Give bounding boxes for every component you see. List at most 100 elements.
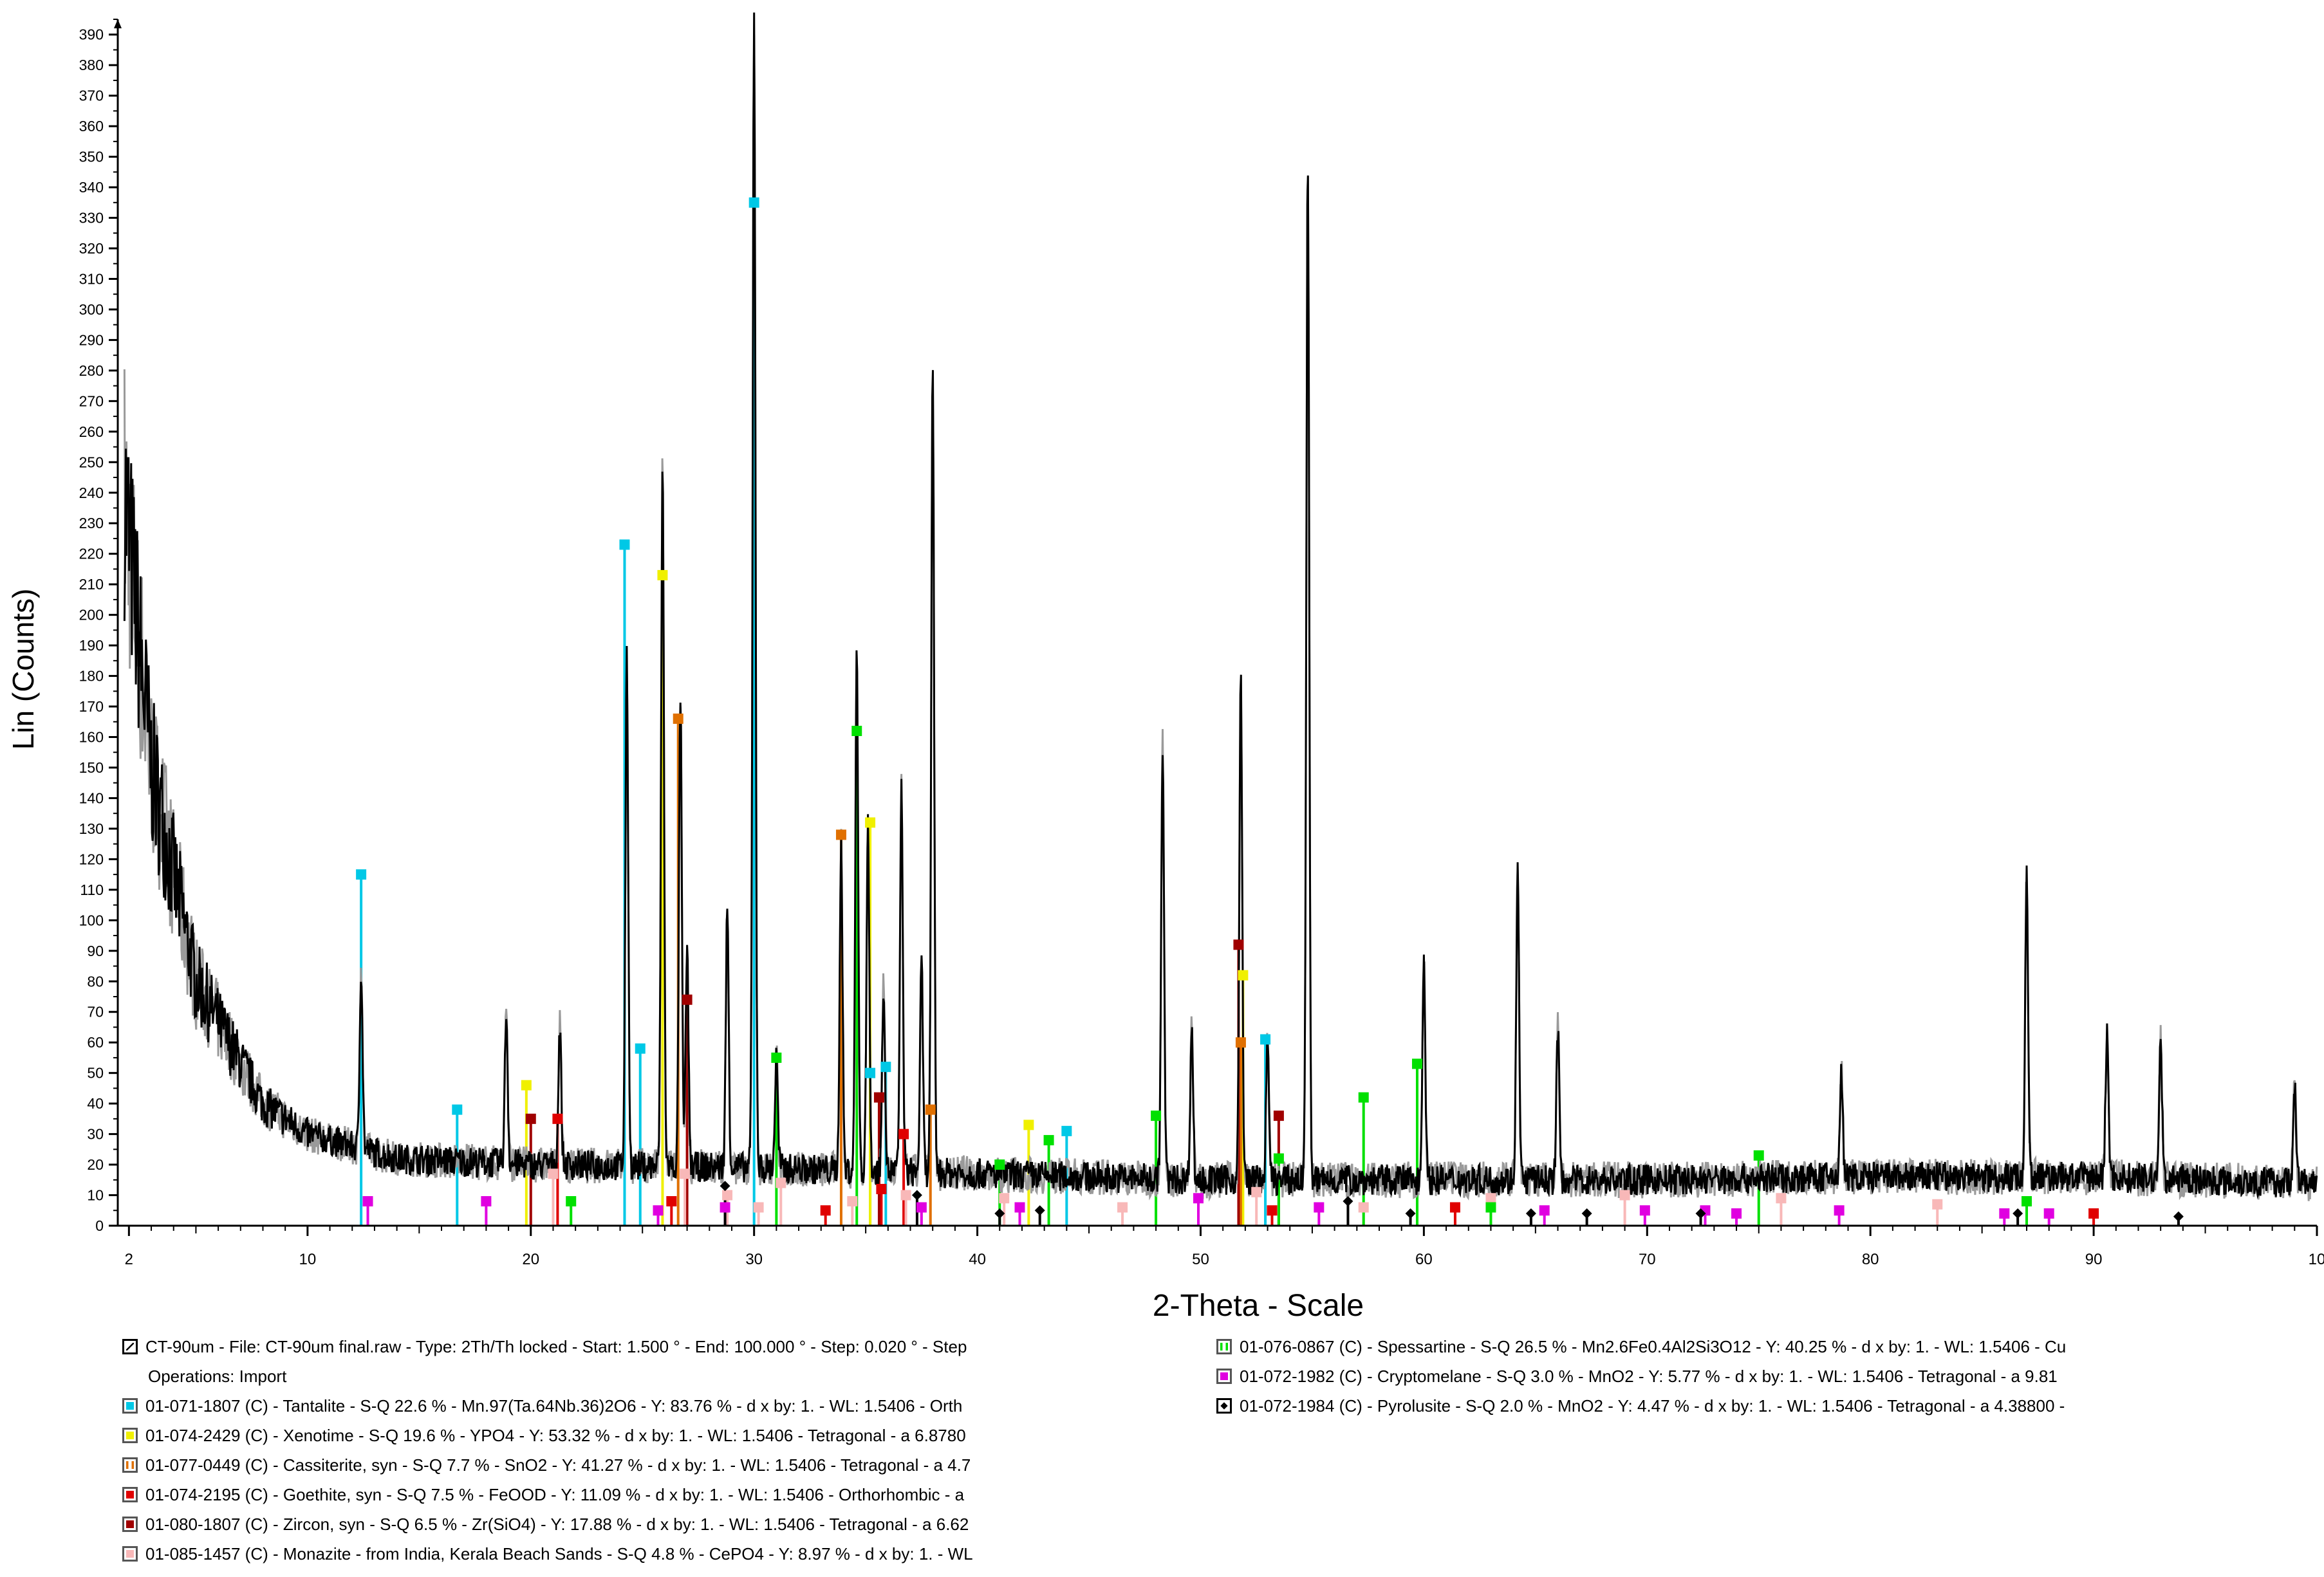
y-axis-label: Lin (Counts) [6, 589, 40, 750]
marker-pyrolusite [1343, 1196, 1353, 1207]
x-tick-label: 60 [1415, 1251, 1433, 1268]
legend-entry: 01-074-2429 (C) - Xenotime - S-Q 19.6 % … [122, 1421, 1216, 1450]
x-tick-label: 20 [522, 1251, 539, 1268]
y-tick-label: 20 [87, 1156, 104, 1173]
marker-tantalite [619, 539, 630, 550]
x-tick-label: 80 [1862, 1251, 1879, 1268]
legend-swatch [122, 1428, 138, 1443]
y-tick-label: 270 [79, 392, 104, 409]
legend-text: 01-085-1457 (C) - Monazite - from India,… [145, 1544, 973, 1563]
marker-cryptomelane [916, 1202, 927, 1213]
marker-pyrolusite [1525, 1208, 1536, 1219]
legend-text: 01-080-1807 (C) - Zircon, syn - S-Q 6.5 … [145, 1515, 969, 1534]
marker-goethite [666, 1196, 677, 1207]
y-tick-label: 240 [79, 484, 104, 501]
y-tick-label: 130 [79, 820, 104, 837]
marker-pyrolusite [2013, 1208, 2023, 1219]
marker-spessartine [851, 726, 862, 737]
diffraction-trace-layer [123, 12, 2318, 1202]
marker-goethite [1449, 1202, 1460, 1213]
legend-text: 01-072-1984 (C) - Pyrolusite - S-Q 2.0 %… [1240, 1396, 2065, 1416]
legend-entry: 01-072-1982 (C) - Cryptomelane - S-Q 3.0… [1216, 1361, 2310, 1391]
marker-pyrolusite [720, 1181, 730, 1192]
marker-xenotime [865, 817, 876, 828]
y-tick-label: 40 [87, 1095, 104, 1112]
marker-goethite [1267, 1205, 1278, 1216]
marker-tantalite [865, 1067, 876, 1078]
legend-text: 01-071-1807 (C) - Tantalite - S-Q 22.6 %… [145, 1396, 963, 1416]
marker-monazite [1776, 1193, 1787, 1204]
marker-zircon [682, 994, 693, 1005]
marker-spessartine [1753, 1150, 1764, 1161]
reference-markers-layer [356, 197, 2184, 1222]
marker-monazite [1358, 1202, 1369, 1213]
marker-spessartine [1151, 1111, 1162, 1121]
marker-cryptomelane [1539, 1205, 1550, 1216]
marker-spessartine [1043, 1135, 1054, 1146]
y-tick-label: 70 [87, 1004, 104, 1020]
y-tick-label: 150 [79, 759, 104, 776]
marker-tantalite [1260, 1034, 1271, 1045]
x-tick-label: 10 [2309, 1251, 2324, 1268]
marker-goethite [2088, 1208, 2099, 1219]
legend-subtext: Operations: Import [148, 1367, 287, 1386]
y-tick-label: 80 [87, 973, 104, 990]
legend-text: 01-074-2429 (C) - Xenotime - S-Q 19.6 % … [145, 1426, 966, 1445]
marker-spessartine [771, 1052, 782, 1063]
legend-swatch [1216, 1339, 1232, 1354]
y-tick-label: 30 [87, 1126, 104, 1143]
y-tick-label: 340 [79, 179, 104, 196]
legend-entry: 01-080-1807 (C) - Zircon, syn - S-Q 6.5 … [122, 1509, 1216, 1539]
marker-cryptomelane [2043, 1208, 2054, 1219]
y-tick-label: 290 [79, 331, 104, 348]
legend-entry: 01-077-0449 (C) - Cassiterite, syn - S-Q… [122, 1450, 1216, 1480]
legend-swatch [122, 1487, 138, 1502]
y-tick-label: 250 [79, 454, 104, 470]
marker-zircon [1273, 1111, 1284, 1121]
y-tick-label: 230 [79, 515, 104, 531]
xrd-chart: 0 10 20 30 40 50 60 70 80 90 100 110 120 130 140 150 160… [6, 12, 2324, 1323]
marker-cryptomelane [720, 1202, 730, 1213]
marker-monazite [776, 1177, 786, 1188]
marker-monazite [1117, 1202, 1128, 1213]
y-tick-label: 120 [79, 851, 104, 867]
marker-pyrolusite [1695, 1208, 1706, 1219]
marker-pyrolusite [2173, 1211, 2184, 1222]
marker-spessartine [1411, 1058, 1422, 1069]
marker-goethite [898, 1129, 909, 1139]
marker-spessartine [1273, 1153, 1284, 1164]
y-tick-label: 260 [79, 423, 104, 440]
reference-sticks-layer [360, 202, 2180, 1226]
marker-cryptomelane [1999, 1208, 2010, 1219]
y-tick-label: 200 [79, 607, 104, 623]
marker-cassiterite [673, 714, 683, 724]
marker-tantalite [356, 869, 367, 880]
x-tick-label: 2 [125, 1251, 133, 1268]
y-tick-label: 280 [79, 362, 104, 379]
x-tick-label: 10 [299, 1251, 317, 1268]
marker-zircon [525, 1113, 536, 1124]
x-tick-label: 70 [1639, 1251, 1656, 1268]
marker-monazite [999, 1193, 1010, 1204]
y-tick-label: 190 [79, 637, 104, 654]
marker-monazite [722, 1190, 733, 1201]
y-tick-label: 170 [79, 698, 104, 715]
marker-cryptomelane [1834, 1205, 1845, 1216]
marker-pyrolusite [1034, 1205, 1045, 1216]
axes-layer: 0 10 20 30 40 50 60 70 80 90 100 110 120 130 140 150 160… [79, 19, 2324, 1268]
legend-text: 01-076-0867 (C) - Spessartine - S-Q 26.5… [1240, 1337, 2067, 1356]
marker-monazite [1619, 1190, 1630, 1201]
y-tick-label: 210 [79, 576, 104, 593]
y-tick-label: 10 [87, 1187, 104, 1204]
y-tick-label: 110 [80, 881, 104, 898]
marker-cryptomelane [653, 1205, 664, 1216]
legend-swatch [122, 1339, 138, 1354]
legend-entry: 01-071-1807 (C) - Tantalite - S-Q 22.6 %… [122, 1391, 1216, 1421]
y-tick-label: 160 [79, 729, 104, 746]
legend-text: 01-072-1982 (C) - Cryptomelane - S-Q 3.0… [1240, 1367, 2058, 1386]
legend-entry: 01-074-2195 (C) - Goethite, syn - S-Q 7.… [122, 1480, 1216, 1509]
marker-spessartine [566, 1196, 577, 1207]
marker-monazite [753, 1202, 764, 1213]
marker-pyrolusite [1405, 1208, 1416, 1219]
marker-cassiterite [925, 1104, 936, 1115]
